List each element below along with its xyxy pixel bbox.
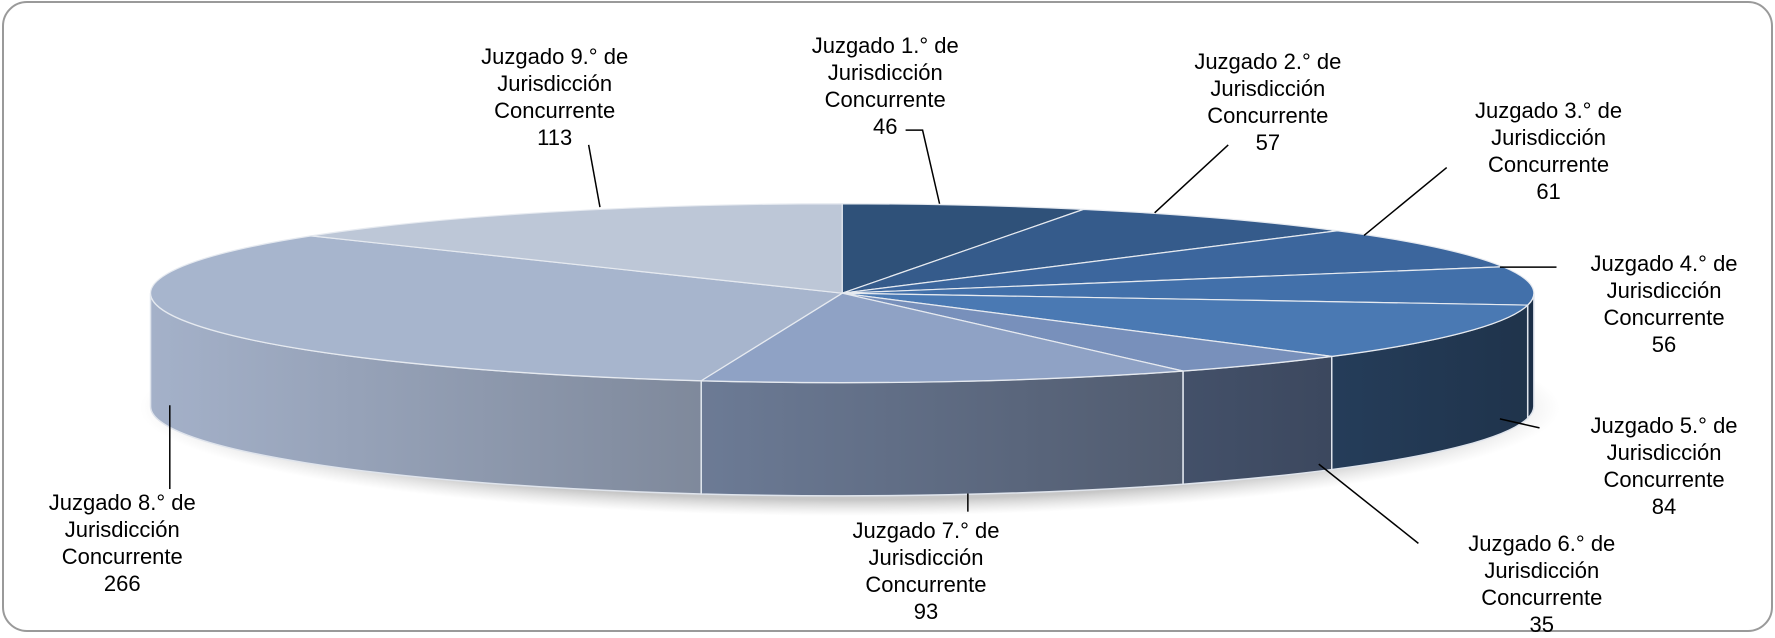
data-value-label: 46 — [872, 113, 898, 139]
leader-line — [1318, 463, 1419, 544]
data-value-label: 93 — [913, 599, 939, 625]
slice-side — [1526, 293, 1535, 421]
leader-line — [1154, 144, 1229, 214]
data-value-label: 84 — [1651, 494, 1677, 520]
slice — [311, 203, 843, 294]
data-value-label: 35 — [1529, 611, 1555, 637]
data-label: Juzgado 4.° de Jurisdicción Concurrente — [1590, 251, 1738, 331]
data-label: Juzgado 8.° de Jurisdicción Concurrente — [48, 490, 196, 570]
slice — [842, 292, 1332, 372]
data-label: Juzgado 1.° de Jurisdicción Concurrente — [811, 32, 959, 112]
slice — [841, 203, 1084, 295]
leader-line — [1499, 418, 1540, 429]
slice — [842, 230, 1504, 294]
data-label: Juzgado 6.° de Jurisdicción Concurrente — [1468, 530, 1616, 610]
slice-side — [1182, 355, 1333, 486]
slice — [842, 208, 1338, 294]
data-label: Juzgado 9.° de Jurisdicción Concurrente — [481, 44, 629, 124]
slice — [699, 292, 1184, 384]
data-label: Juzgado 7.° de Jurisdicción Concurrente — [852, 518, 1000, 598]
data-label: Juzgado 5.° de Jurisdicción Concurrente — [1590, 413, 1738, 493]
leader-line — [587, 144, 601, 208]
data-value-label: 57 — [1255, 129, 1281, 155]
slice — [842, 266, 1535, 306]
slice — [149, 235, 845, 382]
slice — [842, 292, 1530, 357]
data-value-label: 266 — [103, 571, 141, 597]
slice-side — [700, 370, 1184, 497]
leader-line — [1363, 166, 1448, 237]
data-value-label: 113 — [537, 125, 573, 151]
data-label: Juzgado 3.° de Jurisdicción Concurrente — [1475, 98, 1623, 178]
data-value-label: 61 — [1536, 179, 1561, 205]
data-value-label: 56 — [1651, 332, 1677, 358]
leader-line — [905, 129, 941, 204]
data-label: Juzgado 2.° de Jurisdicción Concurrente — [1194, 48, 1342, 128]
